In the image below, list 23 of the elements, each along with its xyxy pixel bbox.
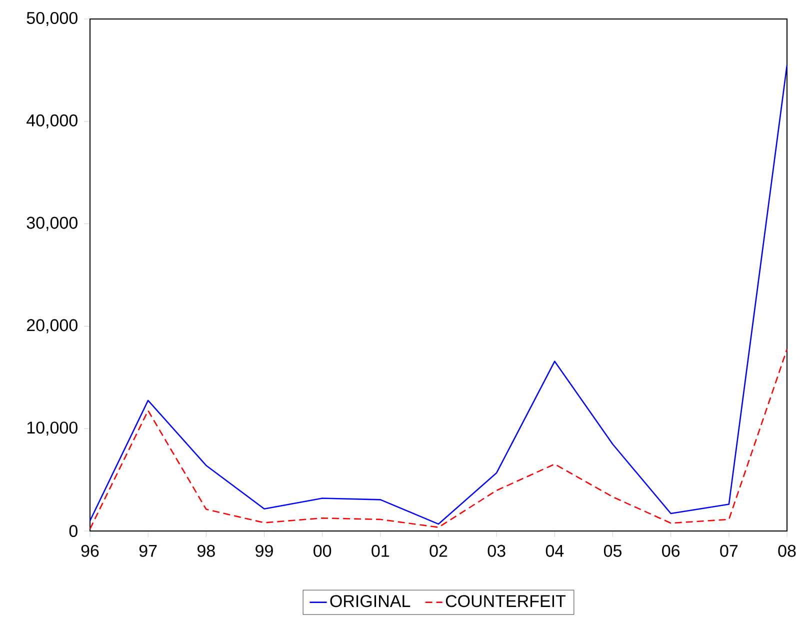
- x-tick-label: 06: [662, 544, 680, 557]
- y-tick-label: 40,000: [26, 114, 78, 128]
- x-tick-label: 97: [139, 544, 157, 557]
- x-tick-label: 04: [546, 544, 564, 557]
- x-tick-label: 01: [372, 544, 390, 557]
- x-tick-label: 00: [314, 544, 332, 557]
- y-tick-label: 10,000: [27, 422, 78, 436]
- line-series: [89, 348, 788, 530]
- y-tick-label: 20,000: [27, 319, 78, 334]
- y-tick-label: 0: [69, 524, 78, 538]
- legend-label: ORIGINAL: [330, 595, 410, 608]
- y-tick-label: 50,000: [26, 12, 78, 26]
- x-tick-label: 02: [430, 544, 448, 557]
- x-tick-label: 98: [198, 544, 215, 557]
- legend-label: COUNTERFEIT: [446, 595, 566, 608]
- x-tick-label: 96: [81, 544, 99, 557]
- x-tick-label: 99: [256, 544, 273, 557]
- x-tick-label: 05: [604, 544, 622, 557]
- y-tick-label: 30,000: [26, 216, 78, 231]
- x-tick-label: 08: [778, 544, 796, 557]
- x-tick-label: 07: [720, 544, 738, 557]
- line-series: [89, 64, 788, 525]
- x-tick-label: 03: [488, 544, 506, 557]
